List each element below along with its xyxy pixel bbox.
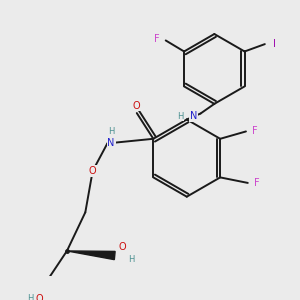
Polygon shape bbox=[67, 251, 115, 260]
Text: O: O bbox=[89, 166, 97, 176]
Text: I: I bbox=[273, 39, 275, 49]
Text: H: H bbox=[177, 112, 184, 121]
Text: F: F bbox=[252, 126, 258, 136]
Text: O: O bbox=[133, 101, 141, 111]
Text: H: H bbox=[108, 127, 114, 136]
Text: F: F bbox=[154, 34, 159, 44]
Text: H: H bbox=[27, 294, 33, 300]
Text: O: O bbox=[35, 294, 43, 300]
Text: N: N bbox=[190, 111, 197, 121]
Text: O: O bbox=[118, 242, 126, 252]
Text: F: F bbox=[254, 178, 260, 188]
Text: H: H bbox=[128, 255, 134, 264]
Text: N: N bbox=[107, 138, 115, 148]
